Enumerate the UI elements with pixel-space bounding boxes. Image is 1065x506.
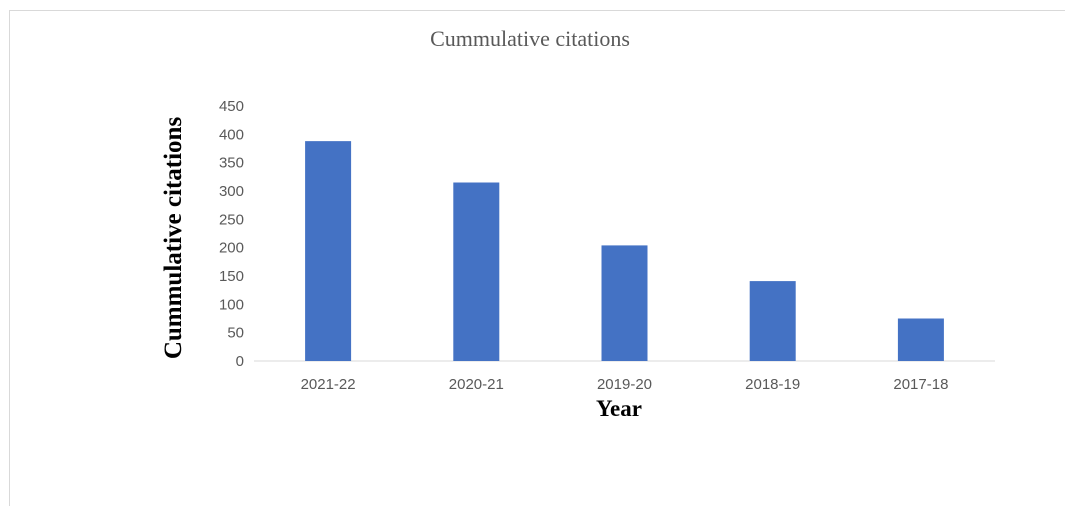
bar xyxy=(749,281,796,361)
bars xyxy=(305,141,944,361)
y-tick-label: 0 xyxy=(236,353,244,370)
y-tick-label: 100 xyxy=(219,296,244,313)
y-tick-label: 250 xyxy=(219,211,244,228)
chart-title: Cummulative citations xyxy=(430,26,630,51)
chart-frame xyxy=(9,10,1065,506)
y-axis-ticks: 0 50 100 150 200 250 300 350 400 450 xyxy=(219,98,244,370)
y-axis-label: Cummulative citations xyxy=(160,117,187,360)
y-tick-label: 150 xyxy=(219,268,244,285)
x-tick-label: 2018-19 xyxy=(745,376,800,393)
bar xyxy=(897,318,944,361)
y-tick-label: 400 xyxy=(219,126,244,143)
x-tick-label: 2020-21 xyxy=(449,376,504,393)
bar xyxy=(601,245,648,361)
bar xyxy=(453,182,500,361)
y-tick-label: 300 xyxy=(219,183,244,200)
x-axis-ticks: 2021-22 2020-21 2019-20 2018-19 2017-18 xyxy=(301,376,949,393)
x-tick-label: 2021-22 xyxy=(301,376,356,393)
y-tick-label: 200 xyxy=(219,240,244,257)
x-tick-label: 2017-18 xyxy=(893,376,948,393)
y-tick-label: 50 xyxy=(227,325,244,342)
y-tick-label: 450 xyxy=(219,98,244,115)
bar xyxy=(305,141,352,361)
x-axis-label: Year xyxy=(596,396,642,421)
y-tick-label: 350 xyxy=(219,155,244,172)
x-tick-label: 2019-20 xyxy=(597,376,652,393)
